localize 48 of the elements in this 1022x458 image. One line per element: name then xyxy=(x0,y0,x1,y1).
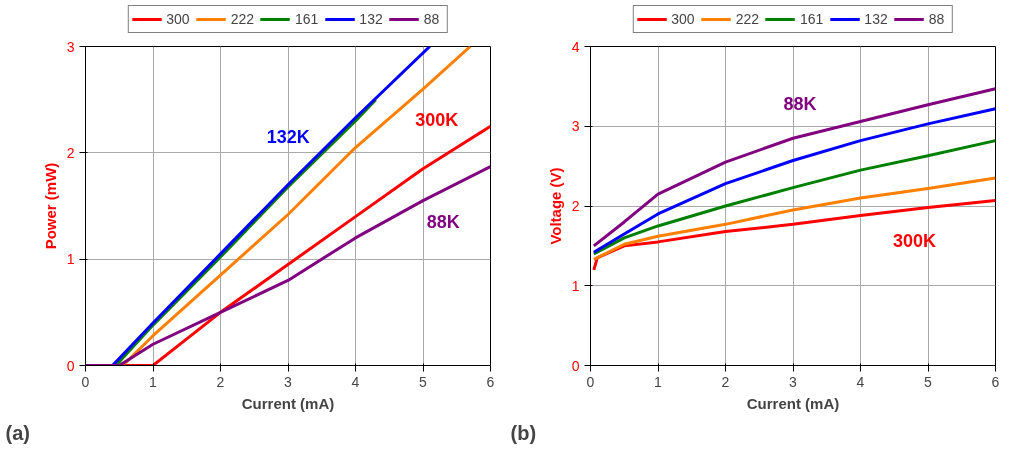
x-tick-label: 5 xyxy=(924,373,933,390)
line-series xyxy=(592,139,996,256)
legend-label: 161 xyxy=(800,11,824,27)
x-tick-label: 4 xyxy=(856,373,865,390)
legend-label: 88 xyxy=(928,11,946,27)
line-series xyxy=(592,176,996,261)
text: (b) xyxy=(510,421,537,444)
y-tick-label: 0 xyxy=(571,357,580,374)
y-tick-label: 1 xyxy=(571,277,580,294)
x-tick-label: 1 xyxy=(149,373,158,390)
legend-label: 300 xyxy=(671,11,695,27)
legend-label: 222 xyxy=(735,11,759,27)
line-series xyxy=(592,87,996,248)
y-tick-label: 2 xyxy=(571,198,580,214)
x-tick-label: 1 xyxy=(654,373,663,390)
y-axis-title: Power (mW) xyxy=(41,162,59,250)
x-axis-title: Current (mA) xyxy=(241,394,335,412)
y-tick-label: 2 xyxy=(66,144,75,161)
legend-label: 300 xyxy=(166,11,190,27)
y-tick-label: 1 xyxy=(66,251,75,268)
x-tick-label: 4 xyxy=(351,373,360,390)
legend-label: 222 xyxy=(230,11,254,27)
x-tick-label: 5 xyxy=(419,373,428,390)
x-tick-label: 3 xyxy=(789,373,798,390)
line-series xyxy=(592,198,996,272)
annotation: 88K xyxy=(783,93,817,114)
y-tick-label: 3 xyxy=(571,118,580,135)
x-tick-label: 0 xyxy=(81,373,90,390)
text: (a) xyxy=(5,421,30,444)
legend-label: 132 xyxy=(864,11,888,27)
y-tick-label: 4 xyxy=(571,38,580,55)
annotation: 300K xyxy=(415,109,459,130)
x-tick-label: 2 xyxy=(721,373,730,390)
x-tick-label: 6 xyxy=(486,373,495,390)
x-tick-label: 2 xyxy=(216,373,225,390)
y-tick-label: 0 xyxy=(66,357,75,374)
legend-label: 132 xyxy=(359,11,383,27)
x-tick-label: 6 xyxy=(991,373,1000,390)
legend-label: 88 xyxy=(423,11,441,27)
annotation: 88K xyxy=(426,212,460,233)
legend-label: 161 xyxy=(295,11,319,27)
y-axis-title: Voltage (V) xyxy=(546,167,564,245)
y-tick-label: 3 xyxy=(66,38,75,55)
x-tick-label: 3 xyxy=(284,373,293,390)
x-tick-label: 0 xyxy=(586,373,595,390)
annotation: 132K xyxy=(266,126,310,147)
annotation: 300K xyxy=(892,231,937,252)
x-axis-title: Current (mA) xyxy=(746,394,840,412)
